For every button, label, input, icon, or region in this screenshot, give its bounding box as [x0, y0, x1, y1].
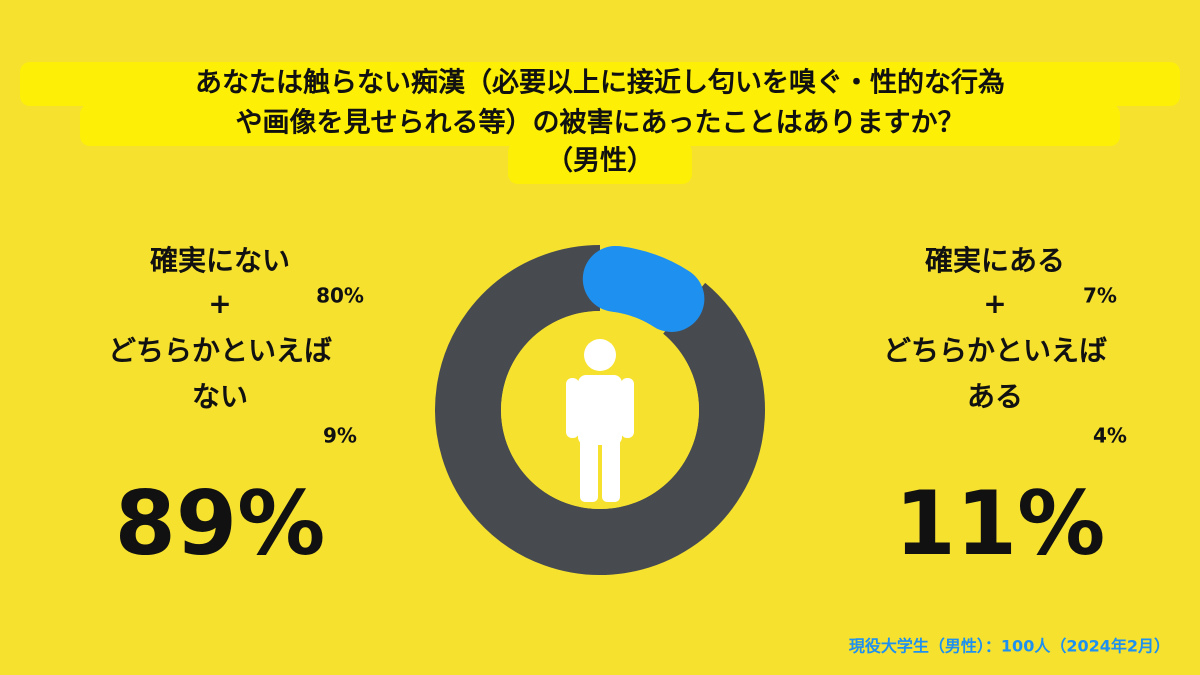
donut-segment	[582, 245, 705, 332]
title-highlight	[80, 104, 1120, 146]
label: ある	[967, 380, 1023, 413]
joiner: +	[208, 287, 231, 320]
note: 現役大学生（男性）：100人（2024年2月）	[849, 637, 1170, 656]
sub-value: 80%	[316, 284, 364, 308]
title-highlight	[508, 142, 692, 184]
title: （男性）	[546, 146, 654, 177]
joiner: +	[983, 287, 1006, 320]
title: あなたは触らない痴漢（必要以上に接近し匂いを嗅ぐ・性的な行為	[195, 67, 1005, 99]
sub-value: 9%	[323, 424, 357, 448]
total-value: 11%	[895, 472, 1106, 575]
label: どちらかといえば	[108, 334, 332, 367]
label: どちらかといえば	[883, 334, 1107, 367]
label: 確実にない	[150, 244, 290, 277]
sub-value: 7%	[1083, 284, 1117, 308]
person-icon	[566, 339, 634, 502]
sub-value: 4%	[1093, 424, 1127, 448]
total-value: 89%	[115, 472, 326, 575]
title-highlight	[20, 62, 1180, 106]
title: や画像を見せられる等）の被害にあったことはありますか？	[236, 107, 965, 139]
label: ない	[192, 380, 248, 413]
donut-segment	[435, 245, 765, 575]
label: 確実にある	[925, 244, 1065, 277]
donut	[435, 245, 765, 575]
